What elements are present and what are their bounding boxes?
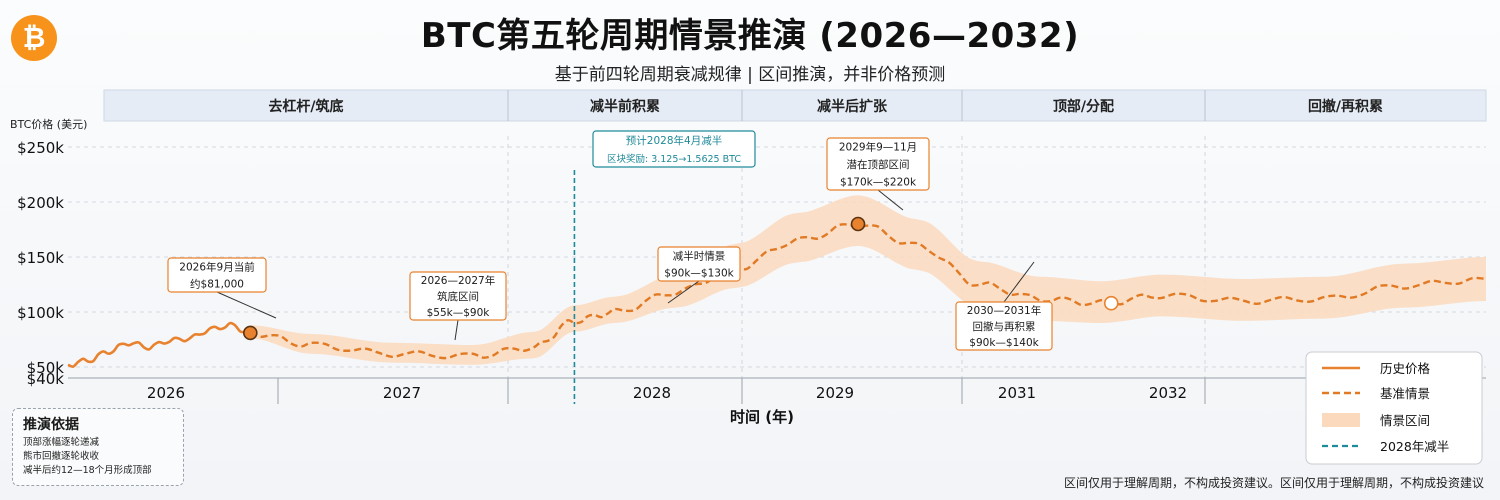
methodology-note-line: 顶部涨幅逐轮递减 xyxy=(23,437,100,448)
bitcoin-logo-icon: ₿ xyxy=(11,15,57,61)
legend-label: 情景区间 xyxy=(1380,413,1430,428)
phase-label: 回撤/再积累 xyxy=(1308,98,1383,115)
scenario-band xyxy=(250,195,1486,365)
axis-layer: $40k$50k $100k $150k $200k $250k BTC价格 (美元) 20… xyxy=(10,117,1486,426)
annotation-leader xyxy=(216,291,277,319)
legend-label: 基准情景 xyxy=(1380,386,1430,401)
phase-label: 去杠杆/筑底 xyxy=(268,98,343,115)
annotation-leader xyxy=(667,280,700,304)
y-axis-label: BTC价格 (美元) xyxy=(10,117,87,131)
annotation-text: $90k—$130k xyxy=(664,268,734,280)
data-point-marker xyxy=(1103,295,1119,311)
y-tick-label: $40k xyxy=(27,370,65,388)
annotation-text: $55k—$90k xyxy=(427,307,491,319)
annotation-callout: 减半时情景 $90k—$130k xyxy=(657,246,741,304)
annotation-box xyxy=(826,137,930,191)
annotation-text: 潜在顶部区间 xyxy=(847,158,910,171)
chart-subtitle: 基于前四轮周期衰减规律 | 区间推演，并非价格预测 xyxy=(554,65,946,85)
annotation-leader xyxy=(877,189,904,211)
phase-label: 顶部/分配 xyxy=(1053,98,1114,115)
legend-box xyxy=(1305,351,1483,465)
legend-label: 历史价格 xyxy=(1380,361,1431,376)
annotation-box xyxy=(657,246,741,282)
series-layer xyxy=(67,216,1487,368)
x-tick-label: 2029 xyxy=(816,384,854,402)
scenario-band-layer xyxy=(250,195,1486,365)
series-history-line xyxy=(67,321,251,368)
svg-text:₿: ₿ xyxy=(23,21,46,54)
series-baseline-line xyxy=(249,223,1487,360)
annotation-text: 预计2028年4月减半 xyxy=(626,134,722,147)
annotation-text: 筑底区间 xyxy=(437,290,479,303)
annotation-text: 2029年9—11月 xyxy=(839,141,917,154)
legend-swatch-band xyxy=(1322,413,1360,427)
x-tick-label: 2032 xyxy=(1149,384,1187,402)
data-point-marker xyxy=(850,216,866,232)
grid xyxy=(68,136,1486,404)
annotation-box xyxy=(592,130,756,168)
annotation-text: 2030—2031年 xyxy=(967,304,1041,317)
methodology-note-line: 熊市回撤逐轮收收 xyxy=(23,451,100,462)
annotation-text: 回撤与再积累 xyxy=(973,320,1036,333)
phase-bar-bg xyxy=(103,89,1487,122)
annotation-text: 2026年9月当前 xyxy=(179,261,254,274)
annotation-text: $170k—$220k xyxy=(840,176,917,188)
data-point-marker xyxy=(243,325,258,341)
phase-label: 减半后扩张 xyxy=(817,98,888,115)
annotation-box xyxy=(955,301,1053,351)
y-tick-label: $250k xyxy=(17,139,64,157)
methodology-note: 推演依据 顶部涨幅逐轮递减 熊市回撤逐轮收收 减半后约12—18个月形成顶部 xyxy=(12,408,184,486)
y-tick-label: $200k xyxy=(17,194,64,212)
legend-label: 2028年减半 xyxy=(1380,439,1449,454)
disclaimer-text: 区间仅用于理解周期，不构成投资建议。区间仅用于理解周期，不构成投资建议 xyxy=(1063,476,1484,490)
phase-label: 减半前积累 xyxy=(590,98,660,115)
x-tick-label: 2027 xyxy=(383,384,421,402)
annotation-leader xyxy=(1003,261,1035,303)
y-tick-label: $100k xyxy=(17,304,64,322)
annotation-text: 约$81,000 xyxy=(190,278,244,291)
annotation-text: 区块奖励: 3.125→1.5625 BTC xyxy=(607,153,741,165)
annotation-box xyxy=(167,257,267,293)
annotation-box xyxy=(409,271,507,321)
chart-title: BTC第五轮周期情景推演 (2026—2032) xyxy=(420,16,1080,56)
methodology-note-title: 推演依据 xyxy=(23,417,79,433)
x-tick-label: 2031 xyxy=(998,384,1036,402)
phase-bar: 去杠杆/筑底 减半前积累 减半后扩张 顶部/分配 回撤/再积累 xyxy=(103,89,1487,122)
annotation-text: 2026—2027年 xyxy=(421,274,495,287)
x-tick-label: 2026 xyxy=(147,384,185,402)
annotation-leader xyxy=(454,319,459,341)
annotation-text: 减半时情景 xyxy=(673,250,726,263)
x-tick-label: 2028 xyxy=(633,384,671,402)
annotation-text: $90k—$140k xyxy=(969,337,1039,349)
y-tick-label: $50k xyxy=(27,359,65,377)
methodology-note-line: 减半后约12—18个月形成顶部 xyxy=(23,465,152,476)
x-axis-label: 时间 (年) xyxy=(730,408,794,426)
y-tick-label: $150k xyxy=(17,249,64,267)
